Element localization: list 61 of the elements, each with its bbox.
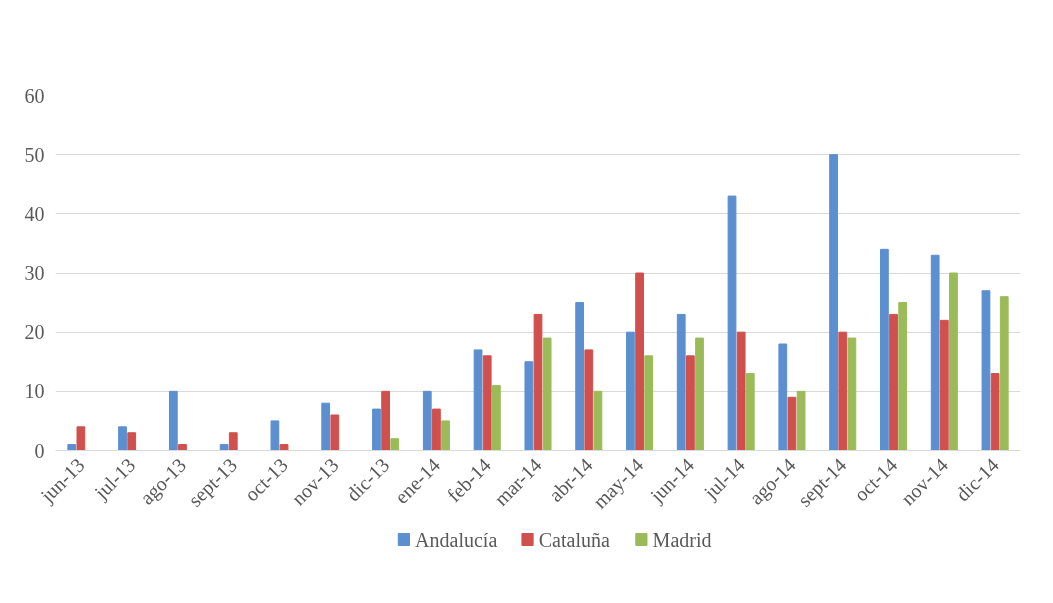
bar	[778, 343, 788, 451]
bar	[847, 337, 857, 451]
bar	[228, 432, 238, 451]
bar	[736, 331, 746, 451]
bar	[473, 349, 483, 451]
y-tick-label: 40	[24, 202, 45, 225]
bar	[949, 272, 958, 451]
y-tick-label: 20	[24, 321, 45, 344]
bar	[432, 408, 441, 451]
bar	[880, 248, 889, 451]
bar	[67, 444, 77, 451]
bar	[76, 426, 86, 451]
bar	[990, 373, 1000, 451]
bar	[127, 432, 137, 451]
bar	[999, 296, 1009, 451]
y-tick-label: 10	[24, 380, 45, 403]
bar	[533, 313, 543, 451]
bar	[745, 373, 755, 451]
bar	[178, 444, 187, 451]
bar	[889, 313, 898, 451]
bar	[635, 272, 644, 451]
bar	[981, 290, 991, 451]
bar	[321, 402, 331, 451]
bar	[482, 355, 492, 451]
bar	[279, 444, 289, 451]
legend-label: Madrid	[652, 528, 712, 551]
bar	[676, 313, 686, 451]
bar	[644, 355, 654, 451]
bar	[381, 390, 391, 451]
bar	[270, 420, 280, 451]
bar	[626, 331, 635, 451]
bar	[330, 414, 340, 451]
bar	[118, 426, 127, 451]
bar	[390, 438, 400, 451]
bar	[727, 195, 737, 451]
bar	[422, 390, 432, 451]
bar	[491, 384, 501, 451]
bar	[829, 154, 838, 451]
bar	[787, 396, 797, 451]
bar	[838, 331, 848, 451]
bar	[796, 390, 806, 451]
bar	[898, 302, 908, 451]
bar	[939, 319, 949, 451]
bar	[219, 444, 229, 451]
bar	[593, 390, 603, 451]
bar	[685, 355, 695, 451]
bar	[168, 390, 178, 451]
bar	[930, 254, 940, 451]
bar	[441, 420, 450, 451]
bar	[542, 337, 552, 451]
y-tick-label: 50	[24, 143, 45, 166]
y-tick-label: 30	[24, 262, 45, 284]
y-tick-label: 60	[24, 84, 45, 107]
legend-label: Andalucía	[415, 528, 498, 551]
bar	[524, 361, 534, 451]
bar	[575, 302, 585, 451]
bar	[372, 408, 381, 451]
bar	[584, 349, 594, 451]
legend-label: Cataluña	[538, 528, 610, 551]
y-tick-label: 0	[34, 439, 45, 462]
bar	[695, 337, 704, 451]
